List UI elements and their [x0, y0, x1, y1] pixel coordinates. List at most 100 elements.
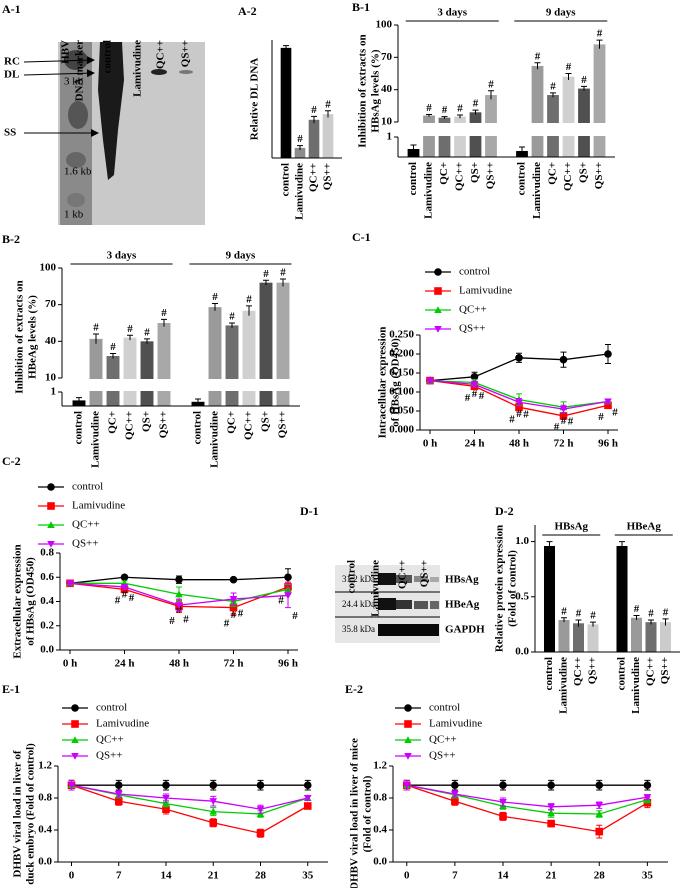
group-label: 3 days — [437, 7, 467, 19]
x-tick-label: 0 — [404, 870, 410, 882]
data-point — [515, 354, 523, 362]
data-point — [162, 799, 170, 807]
x-tick-label: QS+ — [141, 411, 153, 432]
legend-marker — [47, 483, 55, 491]
x-tick-label: Lamivudine — [90, 411, 102, 468]
legend-marker — [71, 736, 79, 744]
x-tick-label: 35 — [642, 870, 654, 882]
error-bar — [325, 110, 331, 118]
error-bar — [619, 541, 625, 551]
legend-label: Lamivudine — [96, 718, 149, 730]
significance-label: # — [292, 610, 298, 622]
significance-label: # — [581, 74, 587, 86]
legend-marker — [71, 704, 79, 712]
x-tick-label: QS++ — [322, 163, 334, 190]
data-point — [175, 575, 183, 584]
bar — [558, 619, 570, 652]
data-point — [451, 790, 459, 798]
data-point — [559, 355, 568, 364]
x-tick-label: control — [543, 657, 555, 690]
panel-label: A-2 — [238, 4, 257, 18]
x-tick-label: QC++ — [645, 657, 657, 686]
legend-marker — [47, 502, 55, 510]
error-bar — [144, 338, 150, 344]
x-tick-label: QC++ — [562, 162, 574, 191]
significance-label: # — [457, 103, 463, 115]
error-bar — [534, 62, 541, 70]
protein-label: HBeAg — [445, 599, 480, 611]
bar — [123, 337, 137, 406]
lane-label: QC++ — [397, 560, 409, 589]
x-tick-label: 48 h — [509, 438, 529, 450]
error-bar — [633, 615, 640, 620]
y-tick-label: 0.4 — [38, 824, 52, 836]
error-bar — [581, 85, 587, 91]
legend-marker — [404, 704, 412, 712]
y-axis-label: Intracellular expression — [377, 327, 389, 439]
x-tick-label: 21 — [546, 870, 557, 882]
x-tick-label: QC++ — [572, 657, 584, 686]
series-line — [71, 784, 309, 834]
y-axis-label: of HBsAg (OD450) — [390, 338, 402, 427]
blot-band — [378, 598, 396, 610]
data-point — [256, 806, 265, 813]
data-point — [559, 412, 568, 420]
x-tick-label: Lamivudine — [630, 657, 642, 714]
y-tick-label: 0.150 — [389, 367, 414, 379]
x-tick-label: control — [280, 163, 292, 196]
x-tick-label: QC++ — [243, 411, 255, 440]
x-tick-label: 96 h — [598, 438, 618, 450]
protein-label: HBsAg — [445, 574, 479, 586]
legend-marker — [404, 736, 412, 744]
significance-label: # — [122, 588, 128, 600]
significance-label: # — [535, 50, 541, 62]
error-bar — [280, 278, 286, 287]
data-point — [595, 781, 604, 789]
x-tick-label: 28 — [594, 870, 606, 882]
protein-label: GAPDH — [445, 624, 485, 636]
bar — [308, 119, 320, 158]
data-point — [470, 373, 479, 381]
data-point — [303, 781, 312, 789]
significance-label: # — [509, 414, 515, 426]
legend-label: control — [72, 481, 103, 493]
y-tick-label: 100 — [376, 19, 393, 31]
y-tick-label: 0.200 — [389, 348, 414, 360]
y-tick-label: 0.4 — [40, 595, 54, 607]
size-label: 31.2 kDa — [342, 574, 375, 584]
error-bar — [110, 353, 116, 359]
significance-label: # — [523, 409, 529, 421]
data-point — [547, 781, 555, 789]
legend-label: QS++ — [459, 323, 485, 335]
error-bar — [311, 115, 317, 124]
data-point — [114, 790, 123, 798]
significance-label: # — [144, 326, 150, 338]
series-line — [406, 784, 648, 808]
x-tick-label: QS++ — [485, 162, 497, 189]
x-tick-label: QC+ — [547, 162, 559, 185]
significance-label: # — [238, 608, 244, 620]
bar — [587, 624, 599, 652]
bar — [645, 622, 657, 652]
x-tick-label: control — [73, 411, 85, 444]
y-tick-label: 0.8 — [40, 547, 54, 559]
band-arrow — [23, 56, 95, 65]
data-point — [604, 398, 612, 406]
bar — [225, 325, 239, 406]
data-point — [402, 782, 411, 789]
y-axis-label: Relative DL DNA — [249, 58, 261, 141]
x-tick-label: QS++ — [593, 162, 605, 189]
legend-label: QS++ — [96, 750, 122, 762]
significance-label: # — [426, 102, 432, 114]
error-bar — [410, 144, 417, 153]
error-bar — [229, 322, 235, 328]
y-tick-label: 100 — [40, 262, 57, 274]
panel-label: D-2 — [495, 504, 514, 518]
legend-marker — [434, 325, 442, 333]
significance-label: # — [568, 415, 574, 427]
legend-label: Lamivudine — [429, 718, 482, 730]
error-bar — [127, 334, 133, 341]
bar — [140, 341, 154, 406]
x-tick-label: 0 h — [423, 438, 437, 450]
x-tick-label: 24 h — [115, 658, 135, 670]
